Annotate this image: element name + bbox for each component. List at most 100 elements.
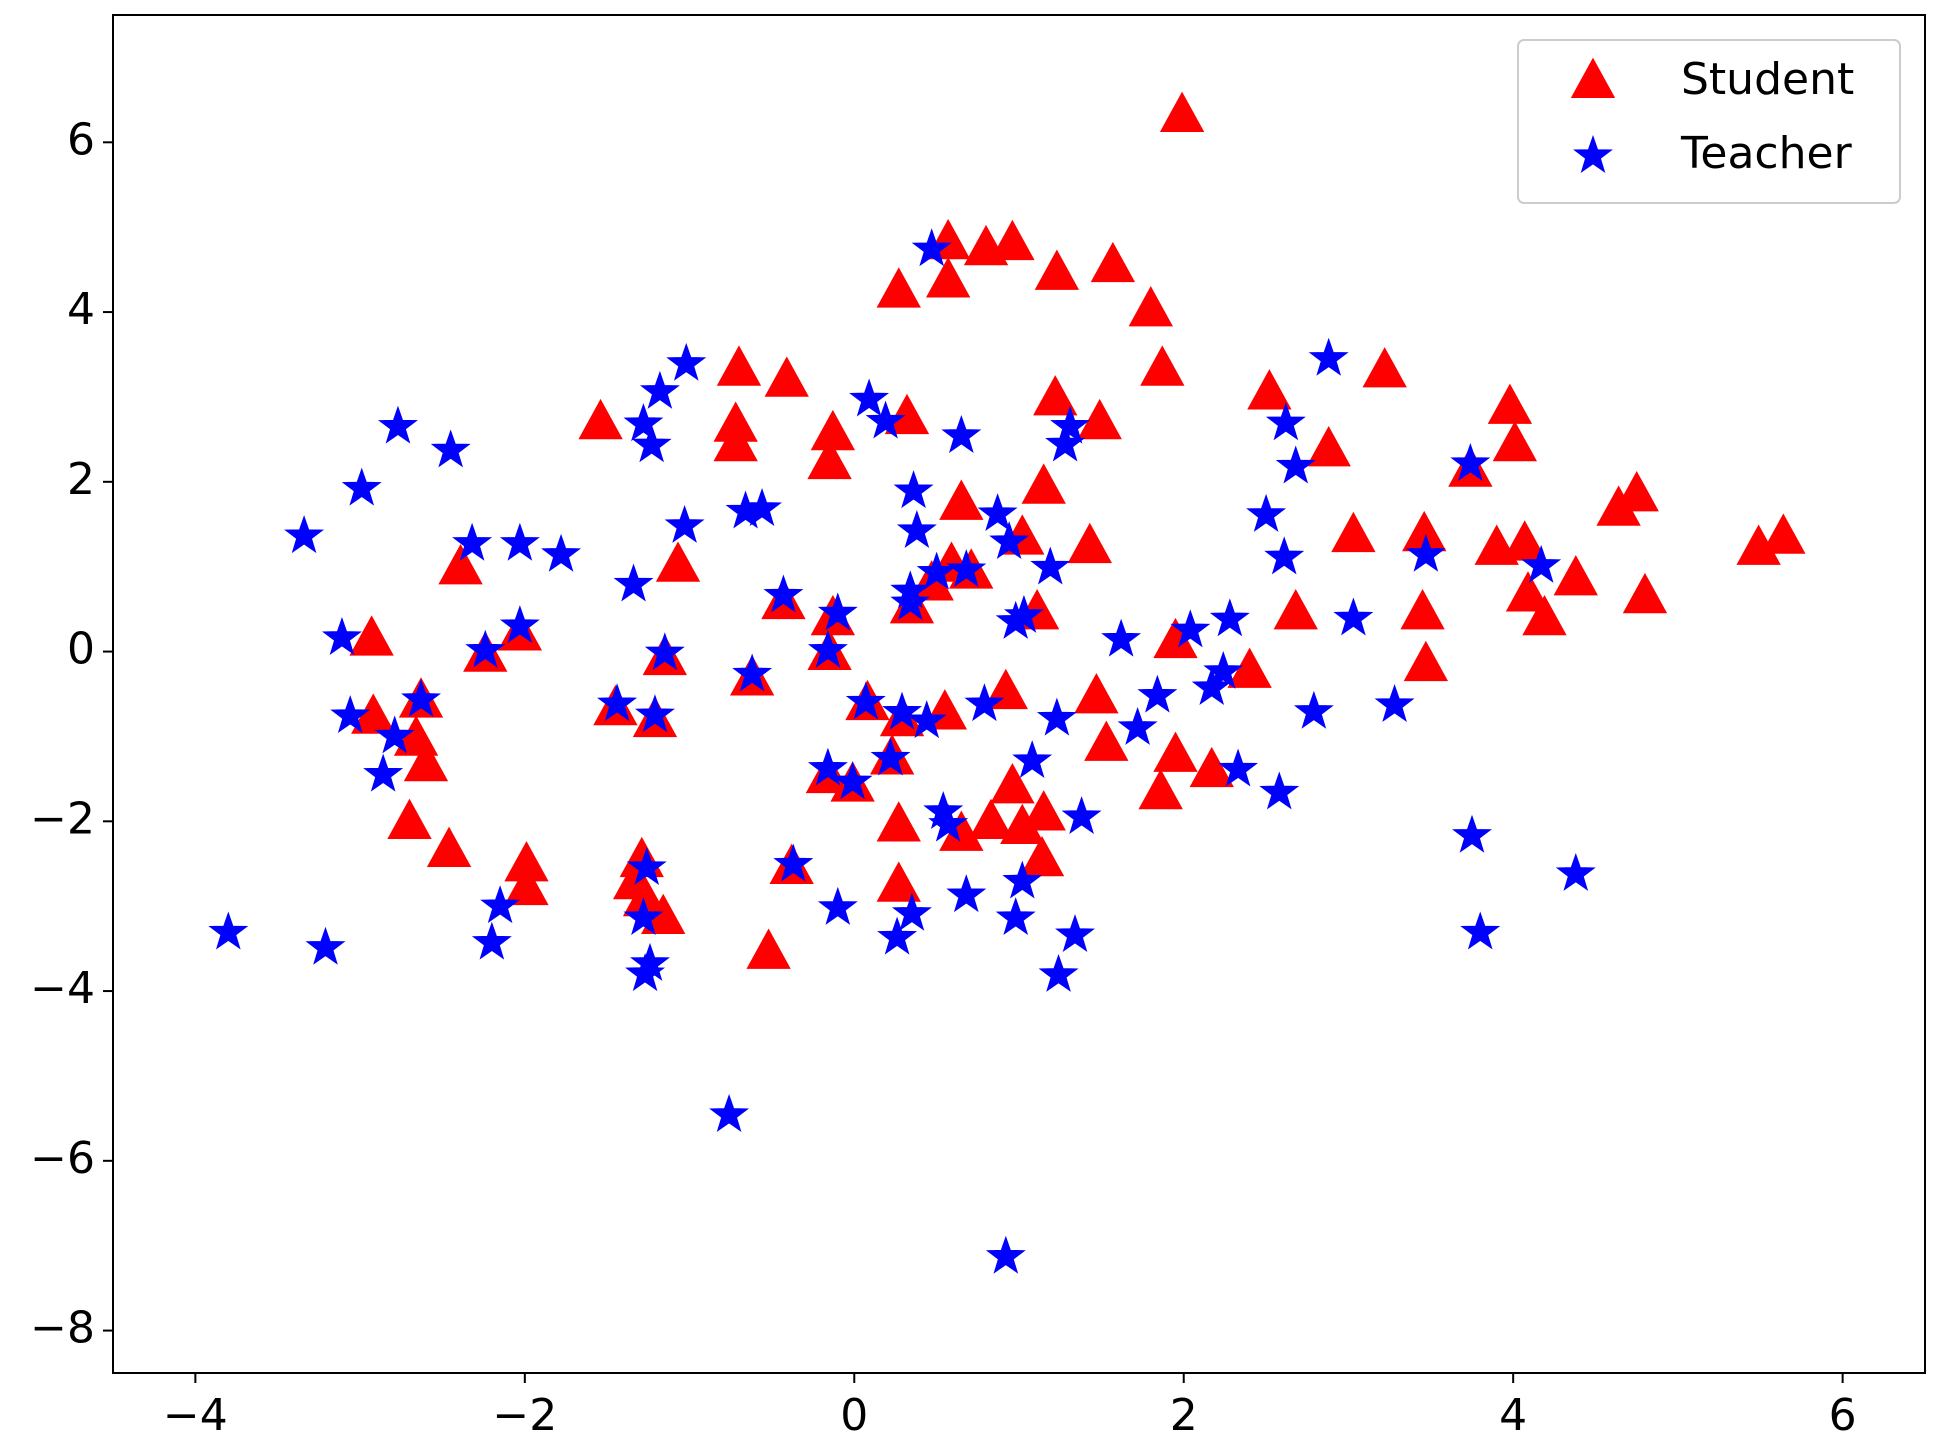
- data-point: [896, 510, 937, 549]
- data-point: [716, 345, 762, 386]
- data-point: [387, 798, 432, 839]
- data-point: [363, 753, 404, 792]
- data-point: [817, 592, 858, 631]
- y-tick-label: 6: [67, 114, 95, 165]
- data-point: [623, 897, 664, 936]
- data-point: [1021, 463, 1066, 504]
- series-star: [208, 228, 1596, 1274]
- data-point: [817, 886, 858, 925]
- y-tick-label: 0: [67, 624, 95, 675]
- data-point: [890, 582, 931, 621]
- data-point: [634, 694, 675, 733]
- data-point: [884, 393, 930, 435]
- data-point: [746, 928, 791, 969]
- data-point: [626, 847, 667, 885]
- legend-marker: [1570, 57, 1616, 98]
- data-point: [1275, 445, 1316, 484]
- data-point: [810, 409, 856, 451]
- data-point: [1209, 598, 1250, 637]
- data-point: [349, 615, 394, 656]
- data-point: [1622, 572, 1668, 614]
- data-point: [1137, 674, 1178, 713]
- y-tick-label: −8: [30, 1303, 95, 1354]
- data-point: [1761, 513, 1806, 554]
- data-point: [1460, 911, 1501, 950]
- data-point: [623, 403, 664, 442]
- data-point: [625, 953, 666, 992]
- data-point: [378, 405, 418, 444]
- y-tick-label: 4: [67, 284, 95, 335]
- data-point: [1036, 697, 1077, 736]
- data-point: [1596, 485, 1641, 526]
- data-point: [1021, 790, 1066, 831]
- data-point: [1522, 594, 1567, 636]
- data-point: [1067, 522, 1112, 564]
- data-point: [990, 763, 1035, 804]
- data-point: [1264, 536, 1305, 575]
- data-point: [426, 826, 472, 867]
- data-point: [1293, 690, 1334, 729]
- data-point: [1138, 768, 1183, 810]
- data-point: [925, 257, 971, 298]
- data-point: [597, 683, 638, 722]
- data-point: [964, 683, 1005, 722]
- data-point: [1077, 398, 1122, 440]
- data-point: [1050, 405, 1091, 444]
- legend-marker: [1573, 135, 1613, 173]
- data-point: [1033, 375, 1078, 416]
- data-point: [1003, 594, 1044, 633]
- data-point: [845, 681, 886, 720]
- data-point: [968, 798, 1014, 839]
- data-point: [1019, 835, 1065, 877]
- data-point: [906, 700, 947, 739]
- data-point: [911, 228, 952, 267]
- data-point: [1074, 673, 1119, 714]
- data-point: [807, 629, 848, 668]
- data-point: [832, 761, 873, 800]
- data-point: [1084, 720, 1129, 761]
- data-point: [1203, 650, 1244, 689]
- data-point: [403, 740, 449, 782]
- data-point: [807, 747, 848, 786]
- data-point: [763, 574, 804, 613]
- data-point: [1374, 684, 1415, 723]
- data-point: [876, 861, 921, 902]
- data-point: [1555, 852, 1596, 891]
- y-tick-label: −2: [30, 793, 95, 844]
- data-point: [946, 549, 987, 588]
- data-point: [1045, 423, 1086, 462]
- data-point: [876, 267, 921, 308]
- data-point: [1012, 740, 1053, 779]
- data-point: [471, 921, 512, 960]
- data-point: [764, 356, 809, 397]
- data-point: [1521, 544, 1562, 583]
- data-point: [1405, 533, 1446, 572]
- data-point: [1265, 402, 1306, 441]
- data-point: [613, 563, 654, 602]
- data-point: [713, 420, 758, 462]
- data-point: [773, 843, 814, 882]
- data-point: [374, 715, 415, 754]
- data-point: [709, 1093, 750, 1132]
- data-point: [882, 691, 923, 730]
- data-point: [916, 551, 957, 590]
- data-point: [1450, 443, 1491, 481]
- data-point: [893, 470, 934, 509]
- data-point: [1306, 426, 1351, 467]
- data-point: [330, 695, 371, 734]
- data-point: [499, 605, 540, 644]
- y-tick-label: −4: [30, 963, 95, 1014]
- legend-label: Student: [1681, 54, 1854, 105]
- data-point: [1553, 555, 1598, 596]
- data-point: [1403, 640, 1449, 682]
- data-point: [732, 653, 773, 692]
- data-point: [305, 926, 346, 965]
- data-point: [995, 897, 1036, 936]
- data-point: [1055, 914, 1095, 953]
- data-point: [941, 414, 982, 453]
- data-point: [1159, 91, 1205, 132]
- data-point: [401, 678, 441, 717]
- data-point: [1308, 337, 1349, 376]
- data-point: [578, 398, 623, 440]
